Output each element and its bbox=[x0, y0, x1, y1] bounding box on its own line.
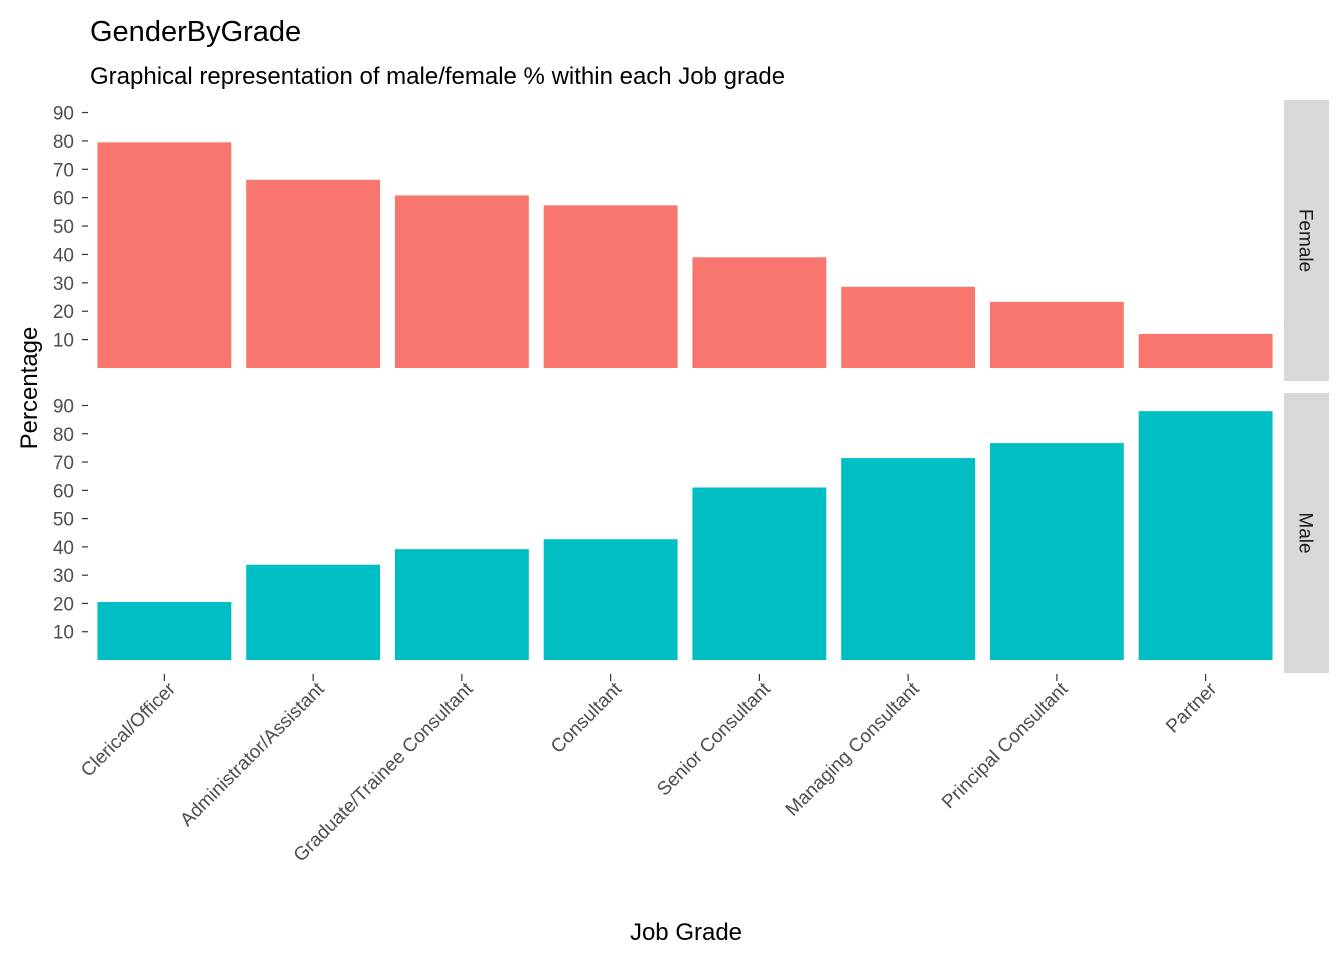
y-tick-label: 20 bbox=[53, 594, 74, 615]
x-axis: Clerical/OfficerAdministrator/AssistantG… bbox=[77, 674, 1222, 866]
y-tick-label: 30 bbox=[53, 274, 74, 295]
x-axis-title: Job Grade bbox=[630, 919, 742, 946]
facet-panels: 10 20 30 40 50 60 70 80 90 Female 10 20 30 40 50 60 70 80… bbox=[53, 100, 1329, 673]
y-tick-label: 90 bbox=[53, 104, 74, 125]
facet-strip-male bbox=[1284, 393, 1329, 673]
y-tick-label: 90 bbox=[53, 396, 74, 417]
panel-male: 10 20 30 40 50 60 70 80 90 Male bbox=[53, 393, 1329, 673]
bar-female-partner bbox=[1138, 333, 1273, 368]
bar-male-partner bbox=[1138, 411, 1273, 660]
x-tick-label-graduate-trainee-consultant: Graduate/Trainee Consultant bbox=[290, 678, 478, 866]
y-tick-label: 70 bbox=[53, 160, 74, 181]
y-tick-label: 40 bbox=[53, 245, 74, 266]
chart-title: GenderByGrade bbox=[90, 16, 301, 48]
bar-male-principal-consultant bbox=[989, 443, 1124, 660]
y-tick-label: 10 bbox=[53, 623, 74, 644]
x-tick-label-clerical-officer: Clerical/Officer bbox=[77, 678, 180, 781]
facet-strip-female bbox=[1284, 100, 1329, 381]
bar-female-graduate-trainee-consultant bbox=[394, 195, 529, 368]
y-tick-label: 30 bbox=[53, 566, 74, 587]
facet-label-male: Male bbox=[1295, 512, 1316, 553]
bar-male-consultant bbox=[543, 539, 678, 660]
bar-female-managing-consultant bbox=[841, 286, 976, 368]
bar-female-clerical-officer bbox=[97, 142, 232, 368]
bar-female-consultant bbox=[543, 205, 678, 368]
y-tick-label: 60 bbox=[53, 481, 74, 502]
y-tick-label: 50 bbox=[53, 510, 74, 531]
x-tick-label-partner: Partner bbox=[1162, 678, 1221, 737]
bar-male-graduate-trainee-consultant bbox=[394, 549, 529, 660]
chart-subtitle: Graphical representation of male/female … bbox=[90, 63, 785, 90]
x-tick-label-managing-consultant: Managing Consultant bbox=[782, 678, 924, 820]
y-tick-label: 20 bbox=[53, 302, 74, 323]
panel-female: 10 20 30 40 50 60 70 80 90 Female bbox=[53, 100, 1329, 381]
x-tick-label-principal-consultant: Principal Consultant bbox=[938, 678, 1073, 813]
bar-male-administrator-assistant bbox=[246, 564, 381, 660]
bar-male-clerical-officer bbox=[97, 602, 232, 660]
facet-label-female: Female bbox=[1295, 209, 1316, 272]
y-tick-label: 40 bbox=[53, 538, 74, 559]
bar-male-managing-consultant bbox=[841, 458, 976, 660]
y-tick-label: 80 bbox=[53, 425, 74, 446]
x-tick-label-consultant: Consultant bbox=[547, 678, 627, 758]
y-tick-label: 50 bbox=[53, 217, 74, 238]
y-tick-label: 60 bbox=[53, 189, 74, 210]
y-axis-title: Percentage bbox=[16, 327, 43, 450]
bar-female-senior-consultant bbox=[692, 257, 827, 368]
bar-female-administrator-assistant bbox=[246, 179, 381, 368]
bar-female-principal-consultant bbox=[989, 301, 1124, 368]
bar-male-senior-consultant bbox=[692, 487, 827, 660]
x-tick-label-senior-consultant: Senior Consultant bbox=[653, 678, 775, 800]
y-tick-label: 70 bbox=[53, 453, 74, 474]
y-tick-label: 10 bbox=[53, 331, 74, 352]
x-tick-label-administrator-assistant: Administrator/Assistant bbox=[176, 678, 329, 831]
y-tick-label: 80 bbox=[53, 132, 74, 153]
